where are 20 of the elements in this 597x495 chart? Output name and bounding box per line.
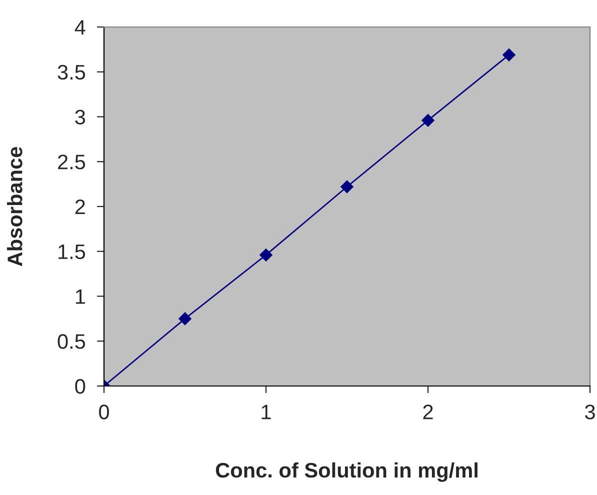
y-tick-label: 0.5: [58, 334, 86, 349]
y-tick-label: 1.5: [58, 244, 86, 260]
x-tick-label: 2: [423, 404, 433, 420]
x-axis-title: Conc. of Solution in mg/ml: [216, 462, 478, 482]
y-tick-label: 1: [76, 289, 85, 304]
point: [178, 312, 192, 326]
x-tick-label: 1: [262, 404, 271, 420]
y-tick-label: 3.5: [58, 64, 86, 80]
y-tick-label: 0: [75, 379, 86, 394]
point: [260, 248, 272, 262]
y-tick-label: 3: [75, 110, 86, 125]
x-tick-label: 3: [585, 404, 595, 420]
x-tick-label: 0: [99, 404, 109, 420]
y-axis-title: Absorbance: [7, 147, 22, 266]
point: [340, 180, 354, 194]
point: [422, 114, 434, 127]
point: [502, 48, 516, 62]
y-tick-label: 2: [75, 200, 85, 214]
y-tick-label: 4: [74, 20, 86, 35]
y-tick-label: 2.5: [58, 154, 86, 170]
